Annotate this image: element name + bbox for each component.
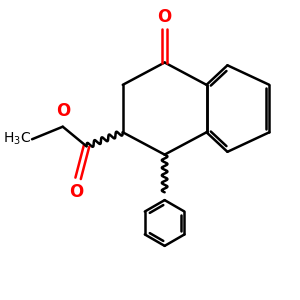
Text: O: O	[56, 102, 71, 120]
Text: H$_3$C: H$_3$C	[3, 131, 31, 148]
Text: O: O	[70, 183, 84, 201]
Text: O: O	[158, 8, 172, 26]
